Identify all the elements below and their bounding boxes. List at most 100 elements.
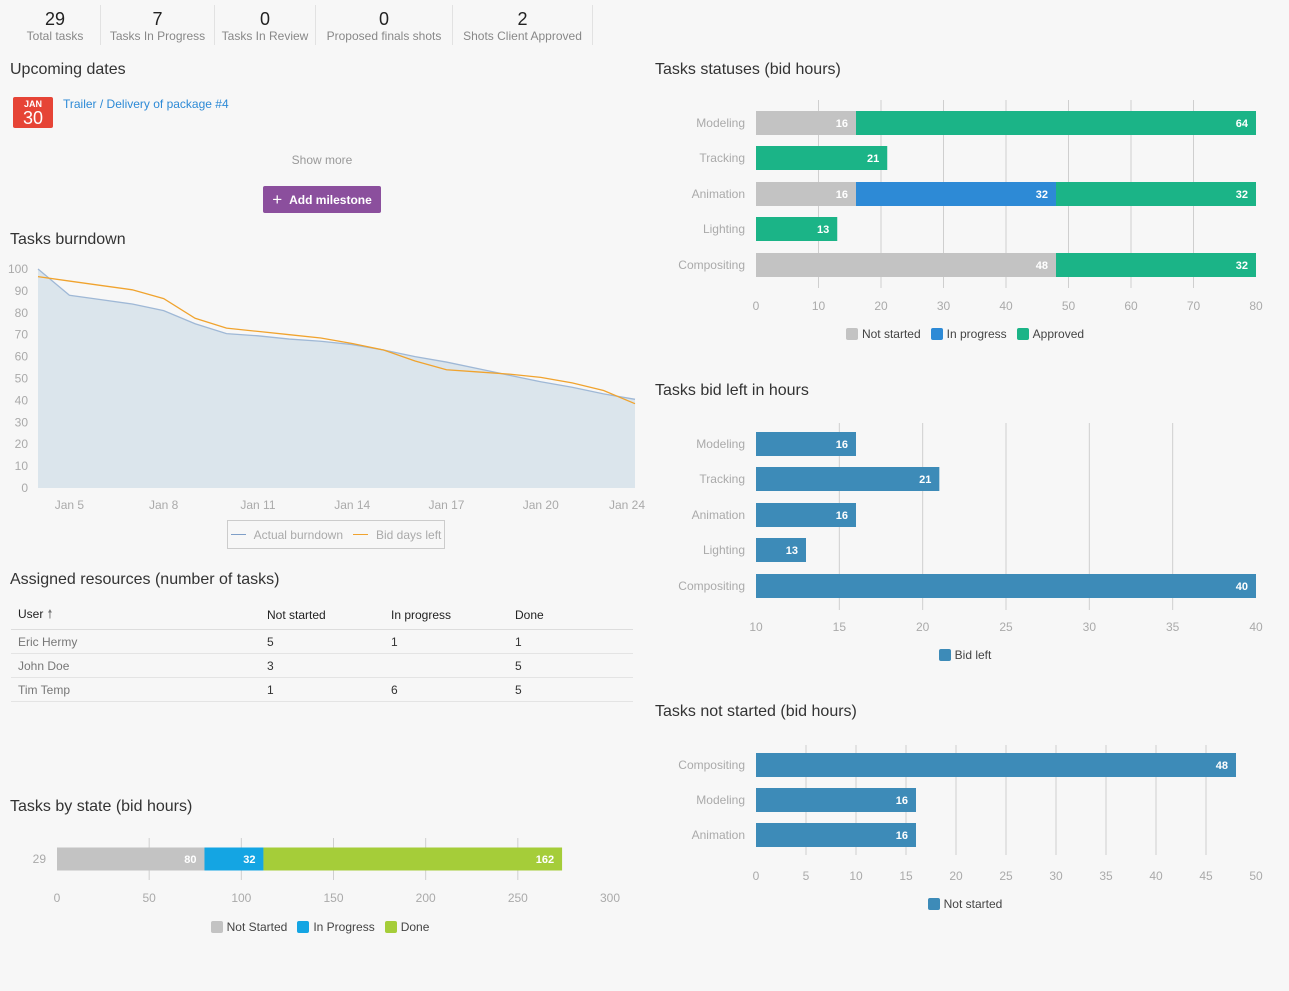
stat-total-tasks: 29 Total tasks (10, 5, 101, 45)
bar-29-not-started[interactable] (57, 847, 205, 871)
bar-lighting-approved[interactable] (756, 217, 838, 241)
bar-value-label: 48 (1036, 260, 1048, 272)
data-point-actual-burndown[interactable] (98, 297, 103, 302)
data-point-bid-days-left[interactable] (350, 341, 355, 346)
data-point-actual-burndown[interactable] (161, 308, 166, 313)
bar-modeling-not-started[interactable] (756, 788, 916, 812)
show-more-link[interactable]: Show more (291, 153, 353, 167)
not-started-title: Tasks not started (bid hours) (655, 703, 857, 720)
data-point-bid-days-left[interactable] (224, 326, 229, 331)
bar-modeling-not-started[interactable] (756, 111, 856, 135)
legend-item-in-progress[interactable]: In Progress (297, 920, 375, 934)
data-point-actual-burndown[interactable] (287, 337, 292, 342)
not-started-legend: Not started (650, 897, 1280, 911)
stat-label: Total tasks (26, 29, 84, 43)
category-label-compositing: Compositing (678, 579, 745, 593)
tasks-by-state-legend: Not Started In Progress Done (0, 920, 640, 934)
legend-item-done[interactable]: Done (384, 920, 429, 934)
series-line-bid-days-left[interactable] (37, 276, 636, 405)
bar-compositing-approved[interactable] (1056, 253, 1256, 277)
legend-swatch-icon (384, 921, 397, 933)
legend-item-bid-left[interactable]: Bid left (938, 648, 991, 662)
data-point-bid-days-left[interactable] (413, 358, 418, 363)
bar-animation-approved[interactable] (1056, 182, 1256, 206)
data-point-bid-days-left[interactable] (98, 283, 103, 288)
x-tick-label: 300 (600, 891, 620, 905)
data-point-bid-days-left[interactable] (601, 388, 606, 393)
data-point-actual-burndown[interactable] (130, 302, 135, 307)
data-point-bid-days-left[interactable] (444, 367, 449, 372)
data-point-bid-days-left[interactable] (570, 380, 575, 385)
data-point-actual-burndown[interactable] (570, 385, 575, 390)
data-point-bid-days-left[interactable] (130, 287, 135, 292)
milestone-link[interactable]: Trailer / Delivery of package #4 (63, 97, 229, 111)
legend-item-in-progress[interactable]: In progress (930, 327, 1007, 341)
data-point-actual-burndown[interactable] (36, 267, 41, 272)
legend-label: Bid days left (376, 527, 442, 542)
stat-label: Tasks In Progress (109, 29, 206, 43)
bar-animation-not-started[interactable] (756, 823, 916, 847)
legend-label: Not started (943, 897, 1003, 911)
column-header-done[interactable]: Done (515, 601, 633, 630)
column-header-not-started[interactable]: Not started (267, 601, 391, 630)
actual-line-swatch-icon (230, 534, 246, 535)
data-point-bid-days-left[interactable] (633, 401, 638, 406)
legend-item-not-started[interactable]: Not started (845, 327, 921, 341)
bar-compositing-not-started[interactable] (756, 753, 1236, 777)
series-line-actual-burndown[interactable] (37, 268, 636, 400)
data-point-bid-days-left[interactable] (161, 296, 166, 301)
data-point-actual-burndown[interactable] (444, 360, 449, 365)
bar-animation-not-started[interactable] (756, 182, 856, 206)
bar-lighting-bid-left[interactable] (756, 538, 806, 562)
burndown-legend: Actual burndown Bid days left (227, 520, 445, 549)
category-label-lighting: Lighting (703, 222, 745, 236)
bar-modeling-bid-left[interactable] (756, 432, 856, 456)
data-point-bid-days-left[interactable] (475, 369, 480, 374)
bar-compositing-bid-left[interactable] (756, 574, 1256, 598)
column-header-user[interactable]: User 🠕 (11, 601, 267, 630)
bar-animation-in-progress[interactable] (856, 182, 1056, 206)
milestone-day: 30 (22, 108, 44, 128)
data-point-bid-days-left[interactable] (538, 375, 543, 380)
data-point-bid-days-left[interactable] (36, 274, 41, 279)
data-point-actual-burndown[interactable] (255, 333, 260, 338)
data-point-actual-burndown[interactable] (413, 354, 418, 359)
bar-animation-bid-left[interactable] (756, 503, 856, 527)
data-point-actual-burndown[interactable] (224, 331, 229, 336)
category-label-tracking: Tracking (699, 472, 745, 486)
bar-29-done[interactable] (263, 847, 563, 871)
data-point-bid-days-left[interactable] (318, 335, 323, 340)
bar-value-label: 162 (536, 854, 554, 866)
bid-left-title: Tasks bid left in hours (655, 382, 809, 399)
bar-29-in-progress[interactable] (204, 847, 264, 871)
legend-item-bid-days-left[interactable]: Bid days left (353, 528, 441, 542)
bar-compositing-not-started[interactable] (756, 253, 1056, 277)
column-header-in-progress[interactable]: In progress (391, 601, 515, 630)
data-point-actual-burndown[interactable] (193, 321, 198, 326)
legend-item-approved[interactable]: Approved (1016, 327, 1084, 341)
y-tick-label: 20 (15, 437, 29, 451)
data-point-bid-days-left[interactable] (381, 348, 386, 353)
bar-tracking-approved[interactable] (756, 146, 888, 170)
legend-item-not-started[interactable]: Not Started (210, 920, 287, 934)
user-name-cell: Tim Temp (11, 677, 267, 702)
x-tick-label: 10 (749, 620, 763, 634)
x-tick-label: 15 (833, 620, 847, 634)
data-point-actual-burndown[interactable] (538, 379, 543, 384)
bar-tracking-bid-left[interactable] (756, 467, 940, 491)
legend-item-not-started[interactable]: Not started (927, 897, 1003, 911)
data-point-bid-days-left[interactable] (255, 329, 260, 334)
data-point-actual-burndown[interactable] (67, 293, 72, 298)
count-cell: 1 (515, 629, 633, 654)
data-point-bid-days-left[interactable] (507, 372, 512, 377)
bar-modeling-approved[interactable] (856, 111, 1256, 135)
data-point-bid-days-left[interactable] (193, 316, 198, 321)
bar-value-label: 21 (867, 153, 879, 165)
data-point-bid-days-left[interactable] (67, 279, 72, 284)
sort-ascending-icon[interactable]: 🠕 (47, 606, 53, 621)
legend-item-actual-burndown[interactable]: Actual burndown (230, 528, 343, 542)
count-cell: 1 (267, 677, 391, 702)
data-point-actual-burndown[interactable] (633, 397, 638, 402)
add-milestone-button[interactable]: + Add milestone (263, 186, 381, 213)
data-point-bid-days-left[interactable] (287, 332, 292, 337)
